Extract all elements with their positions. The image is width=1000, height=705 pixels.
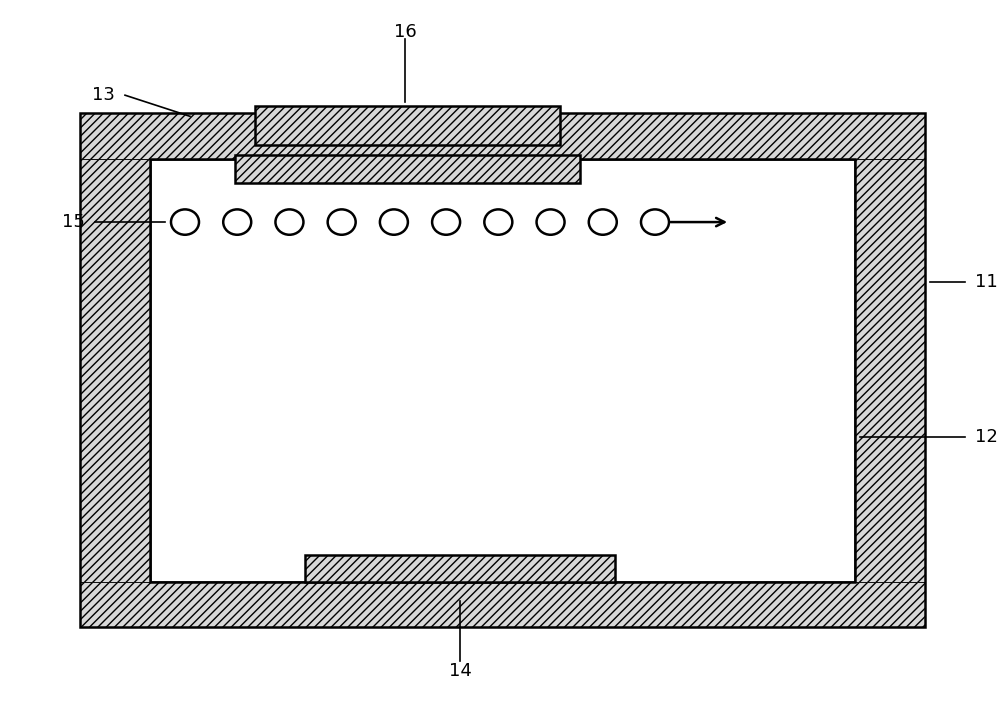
Text: 15: 15 bbox=[62, 213, 85, 231]
Text: 16: 16 bbox=[394, 23, 416, 41]
Bar bbox=[150, 159, 855, 582]
Bar bbox=[150, 159, 855, 582]
Text: 11: 11 bbox=[975, 273, 998, 291]
Text: 12: 12 bbox=[975, 428, 998, 446]
Text: 13: 13 bbox=[92, 86, 115, 104]
Bar bbox=[305, 555, 615, 582]
Text: 14: 14 bbox=[449, 662, 471, 680]
Bar bbox=[80, 159, 150, 582]
Bar bbox=[80, 582, 925, 627]
Bar bbox=[80, 113, 925, 159]
Bar bbox=[80, 113, 925, 627]
Bar bbox=[305, 555, 615, 582]
Bar bbox=[255, 106, 560, 145]
Bar bbox=[855, 159, 925, 582]
Bar bbox=[235, 155, 580, 183]
Bar bbox=[255, 106, 560, 145]
Bar bbox=[235, 155, 580, 183]
